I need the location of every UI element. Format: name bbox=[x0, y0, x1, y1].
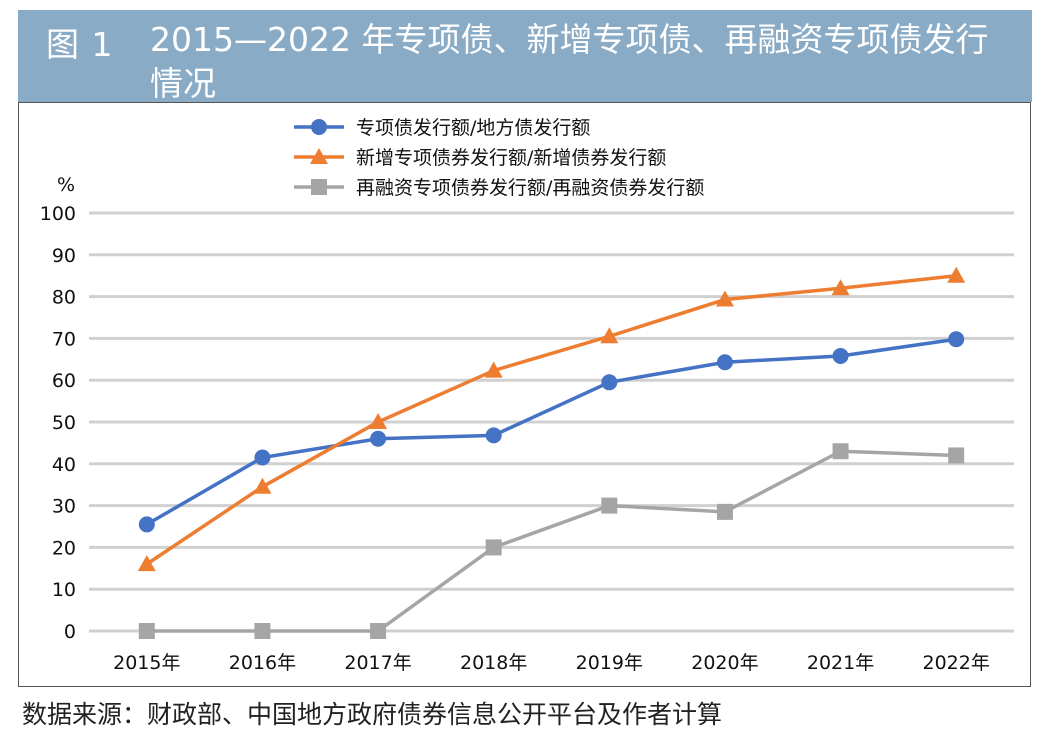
legend-marker bbox=[311, 179, 327, 195]
data-point bbox=[600, 327, 619, 344]
x-tick-label: 2018年 bbox=[460, 652, 527, 674]
y-tick-label: 10 bbox=[52, 579, 76, 601]
y-tick-label: 80 bbox=[52, 287, 76, 309]
data-point bbox=[485, 427, 502, 444]
data-point bbox=[716, 503, 733, 520]
data-point bbox=[832, 443, 849, 460]
y-tick-label: 60 bbox=[52, 370, 76, 392]
data-point bbox=[716, 354, 733, 371]
data-point bbox=[254, 449, 271, 466]
data-point bbox=[715, 290, 734, 307]
x-tick-label: 2019年 bbox=[576, 652, 643, 674]
y-tick-label: 70 bbox=[52, 328, 76, 350]
data-point bbox=[947, 266, 966, 283]
data-point bbox=[485, 539, 502, 556]
data-point bbox=[253, 477, 272, 494]
legend-marker bbox=[311, 119, 327, 135]
y-axis-label: % bbox=[57, 174, 75, 196]
figure-title-bar: 图 1 2015—2022 年专项债、新增专项债、再融资专项债发行情况 bbox=[18, 10, 1032, 103]
data-point bbox=[601, 374, 618, 391]
data-point bbox=[484, 361, 503, 378]
data-point bbox=[832, 347, 849, 364]
legend-label: 专项债发行额/地方债发行额 bbox=[356, 117, 590, 139]
series-line-1 bbox=[145, 337, 957, 526]
data-point bbox=[370, 430, 387, 447]
y-tick-label: 90 bbox=[52, 245, 76, 267]
x-tick-label: 2020年 bbox=[691, 652, 758, 674]
y-tick-label: 0 bbox=[64, 621, 76, 643]
x-tick-label: 2016年 bbox=[229, 652, 296, 674]
data-point bbox=[254, 623, 271, 639]
y-tick-label: 40 bbox=[52, 454, 76, 476]
data-point bbox=[138, 623, 155, 639]
data-point bbox=[948, 331, 965, 348]
figure-label: 图 1 bbox=[46, 25, 114, 64]
data-point bbox=[137, 555, 156, 572]
x-tick-label: 2017年 bbox=[344, 652, 411, 674]
data-point bbox=[138, 516, 155, 533]
data-point bbox=[948, 447, 965, 464]
line-chart: 0 10 20 30 40 50 60 70 80 90 100% 2015年 2016年 2017年 20… bbox=[40, 117, 1014, 674]
legend-label: 再融资专项债券发行额/再融资债券发行额 bbox=[356, 177, 704, 199]
series-line-2 bbox=[145, 273, 957, 566]
figure-title: 2015—2022 年专项债、新增专项债、再融资专项债发行情况 bbox=[150, 20, 989, 103]
legend-marker bbox=[310, 148, 328, 164]
data-point bbox=[370, 623, 387, 639]
data-point bbox=[831, 279, 850, 296]
x-tick-label: 2022年 bbox=[923, 652, 990, 674]
x-tick-label: 2015年 bbox=[113, 652, 180, 674]
y-tick-label: 100 bbox=[40, 203, 76, 225]
y-tick-label: 30 bbox=[52, 496, 76, 518]
x-tick-label: 2021年 bbox=[807, 652, 874, 674]
source-note: 数据来源：财政部、中国地方政府债券信息公开平台及作者计算 bbox=[22, 700, 723, 729]
legend-label: 新增专项债券发行额/新增债券发行额 bbox=[356, 147, 666, 169]
data-point bbox=[601, 497, 618, 514]
y-tick-label: 50 bbox=[52, 412, 76, 434]
series-line-3 bbox=[146, 449, 957, 633]
data-point bbox=[369, 413, 388, 429]
chart-frame: 0 10 20 30 40 50 60 70 80 90 100% 2015年 2016年 2017年 20… bbox=[18, 102, 1031, 687]
y-tick-label: 20 bbox=[52, 537, 76, 559]
